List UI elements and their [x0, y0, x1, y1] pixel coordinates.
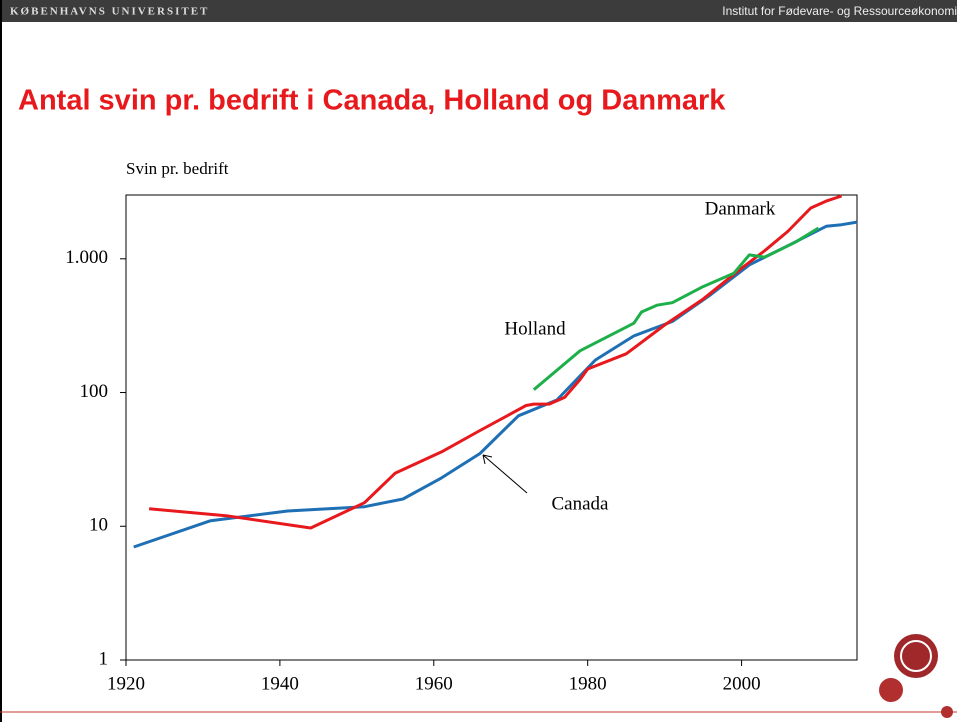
x-tick-label: 1940: [261, 673, 299, 694]
x-tick-label: 1980: [569, 673, 607, 694]
slide-title: Antal svin pr. bedrift i Canada, Holland…: [18, 85, 726, 117]
header-left: KØBENHAVNS UNIVERSITET: [10, 6, 209, 18]
plot-frame: [125, 194, 858, 661]
y-tick-label: 100: [80, 381, 109, 402]
y-axis-label: Svin pr. bedrift: [126, 159, 229, 178]
annotation-arrowhead: [482, 454, 493, 465]
y-tick-label: 1: [99, 648, 109, 669]
header-bar: [0, 0, 957, 22]
logo: [879, 634, 953, 718]
y-tick-label: 1.000: [65, 247, 108, 268]
series-label: Danmark: [705, 198, 776, 219]
series-line: [133, 220, 858, 549]
x-tick-label: 1920: [107, 673, 145, 694]
series-label: Canada: [552, 493, 610, 514]
y-tick-label: 10: [89, 515, 108, 536]
series-line: [148, 194, 843, 530]
annotation-arrow: [482, 454, 528, 494]
header-right: Institut for Fødevare- og Ressourceøkono…: [722, 4, 957, 18]
series-line: [532, 226, 820, 391]
series-label: Holland: [504, 318, 566, 339]
x-tick-label: 1960: [415, 673, 453, 694]
slide-border: [0, 0, 2, 722]
x-tick-label: 2000: [723, 673, 761, 694]
